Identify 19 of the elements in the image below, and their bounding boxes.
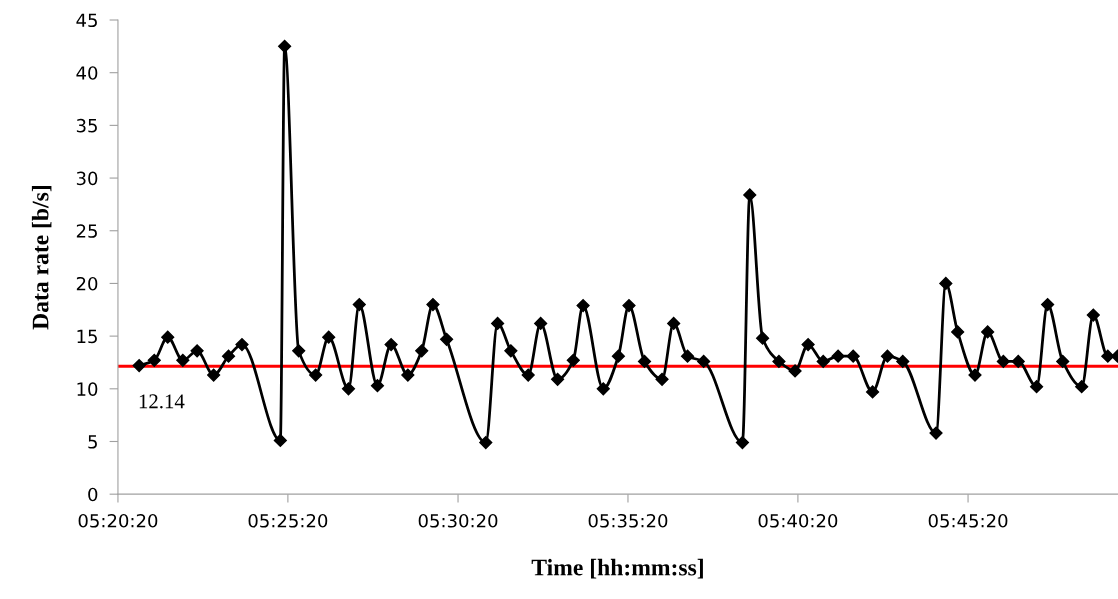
y-tick-label: 30	[76, 171, 98, 186]
y-axis-title: Data rate [b/s]	[31, 186, 52, 330]
y-tick-label: 20	[76, 276, 98, 291]
y-tick-label: 45	[76, 13, 97, 28]
y-tick-label: 15	[77, 329, 97, 344]
y-tick-label: 0	[88, 487, 98, 502]
x-tick-label: 05:20:20	[78, 513, 158, 528]
x-tick-label: 05:25:20	[248, 513, 328, 528]
y-tick-label: 35	[76, 118, 97, 133]
x-tick-label: 05:35:20	[588, 513, 668, 528]
x-tick-label: 05:40:20	[758, 513, 838, 528]
y-tick-label: 5	[88, 435, 97, 449]
y-tick-label: 10	[77, 382, 98, 396]
x-axis-title: Time [hh:mm:ss]	[531, 558, 703, 579]
ref-line-label: 12.14	[139, 394, 185, 409]
x-tick-label: 05:45:20	[928, 513, 1008, 528]
x-tick-label: 05:30:20	[418, 513, 498, 528]
y-tick-label: 25	[76, 224, 97, 238]
y-tick-label: 40	[76, 66, 98, 80]
